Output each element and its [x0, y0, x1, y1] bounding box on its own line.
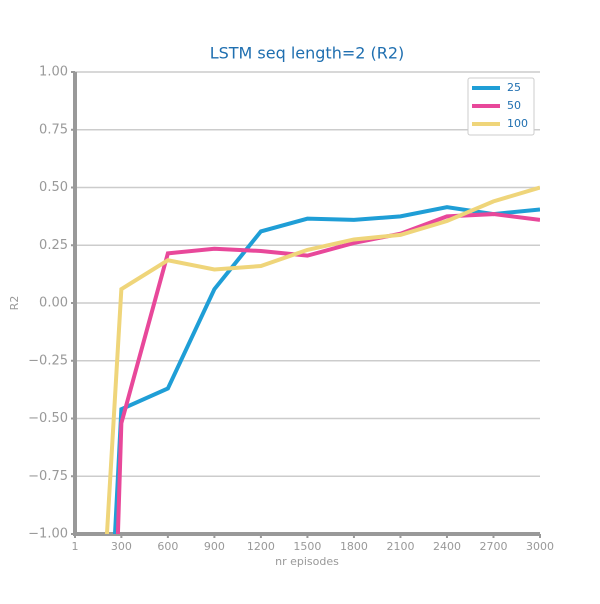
y-tick-label: 0.75 — [39, 122, 68, 137]
x-tick-label: 2700 — [479, 540, 507, 553]
x-tick-label: 1200 — [247, 540, 275, 553]
y-tick-label: 0.25 — [39, 238, 68, 253]
y-axis-label: R2 — [8, 296, 21, 311]
legend-box — [467, 77, 535, 136]
legend-label: 25 — [507, 81, 521, 94]
x-tick-label: 2100 — [386, 540, 414, 553]
x-tick-label: 300 — [111, 540, 132, 553]
y-tick-label: 1.00 — [39, 65, 68, 80]
y-tick-label: −0.50 — [28, 411, 68, 426]
x-tick-label: 900 — [204, 540, 225, 553]
x-tick-label: 600 — [157, 540, 178, 553]
x-tick-label: 1800 — [340, 540, 368, 553]
legend-label: 100 — [507, 117, 528, 130]
x-axis-label: nr episodes — [275, 555, 339, 568]
x-tick-label: 1 — [72, 540, 79, 553]
series-line — [113, 205, 540, 534]
y-tick-label: −0.25 — [28, 353, 68, 368]
y-tick-label: −1.00 — [28, 527, 68, 542]
x-tick-label: 2400 — [433, 540, 461, 553]
y-tick-label: 0.00 — [39, 296, 68, 311]
chart-title: LSTM seq length=2 (R2) — [210, 44, 405, 63]
x-tick-label: 3000 — [526, 540, 554, 553]
series-line — [104, 185, 540, 534]
legend-label: 50 — [507, 99, 521, 112]
y-tick-label: −0.75 — [28, 469, 68, 484]
x-tick-label: 1500 — [293, 540, 321, 553]
y-tick-label: 0.50 — [39, 180, 68, 195]
